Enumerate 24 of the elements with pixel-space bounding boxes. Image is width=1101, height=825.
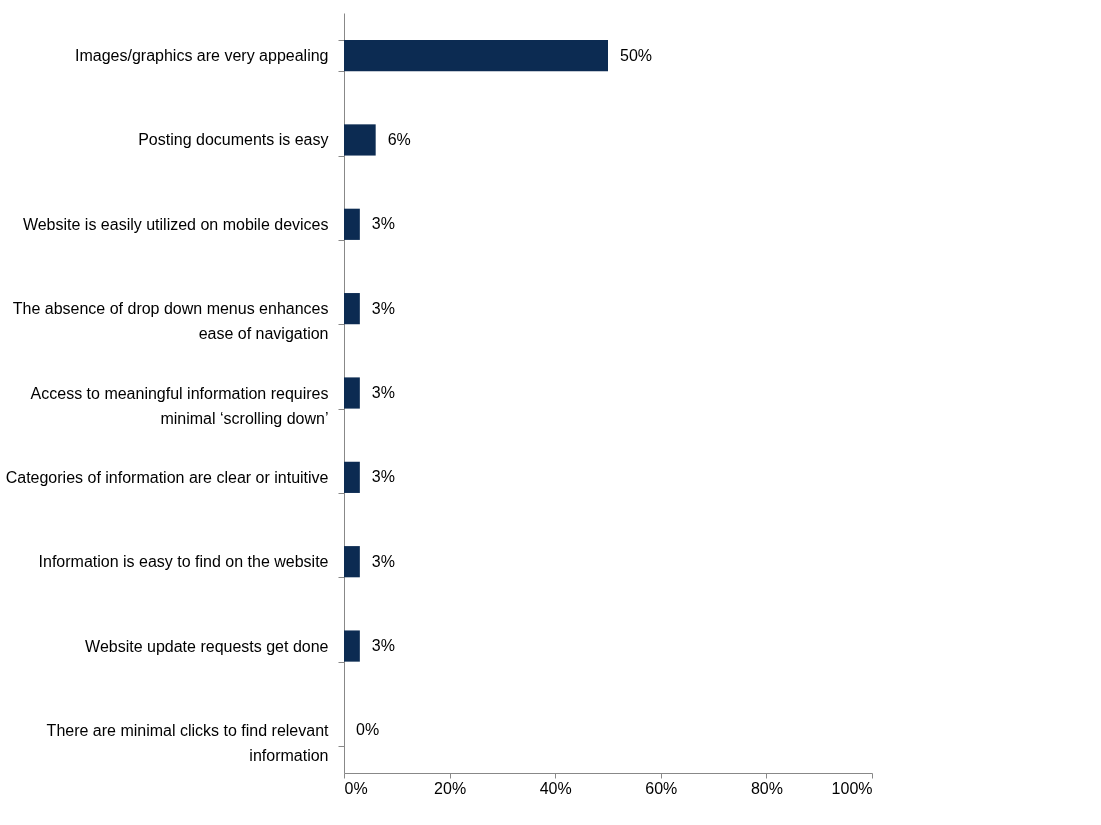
data-label: 50% (620, 46, 653, 64)
data-label: 0% (356, 721, 380, 739)
x-tick-label: 80% (750, 779, 783, 797)
x-tick-label: 100% (831, 779, 873, 797)
x-tick-label: 0% (344, 779, 368, 797)
data-label: 3% (371, 468, 395, 486)
data-label: 3% (371, 637, 395, 655)
data-label: 3% (371, 299, 395, 317)
data-label: 3% (371, 552, 395, 570)
data-label: 6% (387, 130, 411, 148)
y-tick-label: Categories of information are clear or intuitive (5, 468, 329, 486)
data-label: 3% (371, 215, 395, 233)
y-tick-label: Posting documents is easy (138, 131, 329, 149)
y-tick-label: Website is easily utilized on mobile devices (22, 215, 329, 233)
y-tick-label: Access to meaningful information requires minimal ‘scrolling down’ (30, 384, 329, 427)
x-tick-label: 20% (434, 779, 467, 797)
x-tick-label: 60% (645, 779, 678, 797)
data-label: 3% (371, 384, 395, 401)
y-tick-label: Website update requests get done (85, 637, 329, 655)
y-tick-label: Information is easy to find on the website (38, 553, 329, 571)
y-tick-label: The absence of drop down menus enhances ease of navigation (12, 300, 329, 343)
y-tick-label: Images/graphics are very appealing (75, 47, 329, 65)
x-tick-label: 40% (539, 779, 572, 797)
y-tick-label: There are minimal clicks to find relevant information (46, 721, 330, 764)
